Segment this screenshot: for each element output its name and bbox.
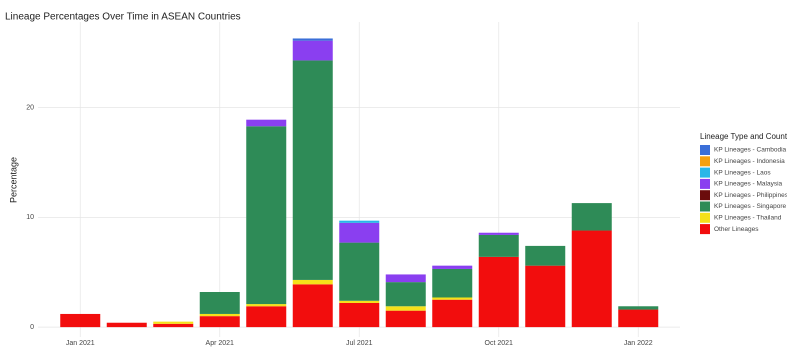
legend-label: KP Lineages - Singapore (714, 203, 787, 210)
bar-segment (432, 265, 473, 269)
legend-label: KP Lineages - Philippines (714, 192, 787, 199)
bar-segment (525, 245, 566, 266)
bar-segment (246, 306, 287, 328)
bar-segment (292, 38, 333, 41)
bar-segment (199, 292, 240, 314)
bar-segment (478, 232, 519, 235)
bar-segment (153, 323, 194, 328)
bar-segment (339, 220, 380, 223)
legend-title: Lineage Type and Country (700, 132, 787, 141)
legend-swatch (700, 212, 710, 223)
bar-segment (153, 321, 194, 324)
x-tick-label: Jan 2022 (624, 340, 653, 347)
bar-segment (385, 306, 426, 311)
legend-swatch (700, 190, 710, 201)
bar-segment (478, 234, 519, 257)
legend-swatch (700, 178, 710, 189)
legend-swatch (700, 224, 710, 235)
bar-segment (339, 222, 380, 243)
x-tick-label: Apr 2021 (206, 340, 235, 347)
legend-swatch (700, 156, 710, 167)
bar-segment (571, 230, 612, 328)
bar-segment (339, 302, 380, 328)
bar-segment (246, 304, 287, 307)
y-tick-label: 20 (26, 104, 34, 111)
bar-segment (246, 119, 287, 127)
bar-segment (432, 268, 473, 298)
bar-segment (432, 299, 473, 328)
bar-segment (339, 242, 380, 301)
chart-title: Lineage Percentages Over Time in ASEAN C… (5, 12, 241, 23)
y-tick-label: 10 (26, 214, 34, 221)
bar-segment (618, 309, 659, 328)
bar-segment (618, 306, 659, 310)
bar-segment (199, 313, 240, 317)
legend-label: KP Lineages - Cambodia (714, 147, 787, 154)
bar-segment (385, 310, 426, 328)
legend-label: KP Lineages - Thailand (714, 215, 782, 222)
legend-label: Other Lineages (714, 226, 759, 233)
y-tick-label: 0 (30, 324, 34, 331)
legend-label: KP Lineages - Malaysia (714, 181, 783, 188)
bar-segment (385, 274, 426, 283)
legend-label: KP Lineages - Laos (714, 169, 771, 176)
x-tick-label: Oct 2021 (485, 340, 514, 347)
bar-segment (525, 265, 566, 328)
bar-segment (106, 322, 147, 328)
x-tick-label: Jan 2021 (66, 340, 95, 347)
bar-segment (292, 284, 333, 328)
bar-segment (292, 279, 333, 285)
x-tick-label: Jul 2021 (346, 340, 373, 347)
bar-segment (246, 126, 287, 305)
legend-swatch (700, 145, 710, 155)
y-axis-label: Percentage (8, 157, 18, 203)
bar-segment (432, 297, 473, 300)
bar-segment (292, 40, 333, 61)
bar-segment (571, 203, 612, 231)
bar-segment (478, 256, 519, 328)
bar-segment (339, 300, 380, 303)
bar-segment (292, 60, 333, 280)
legend-swatch (700, 201, 710, 212)
bar-segment (385, 282, 426, 307)
legend-label: KP Lineages - Indonesia (714, 158, 785, 165)
bar-segment (60, 313, 101, 328)
legend-swatch (700, 167, 710, 178)
bar-segment (199, 316, 240, 328)
